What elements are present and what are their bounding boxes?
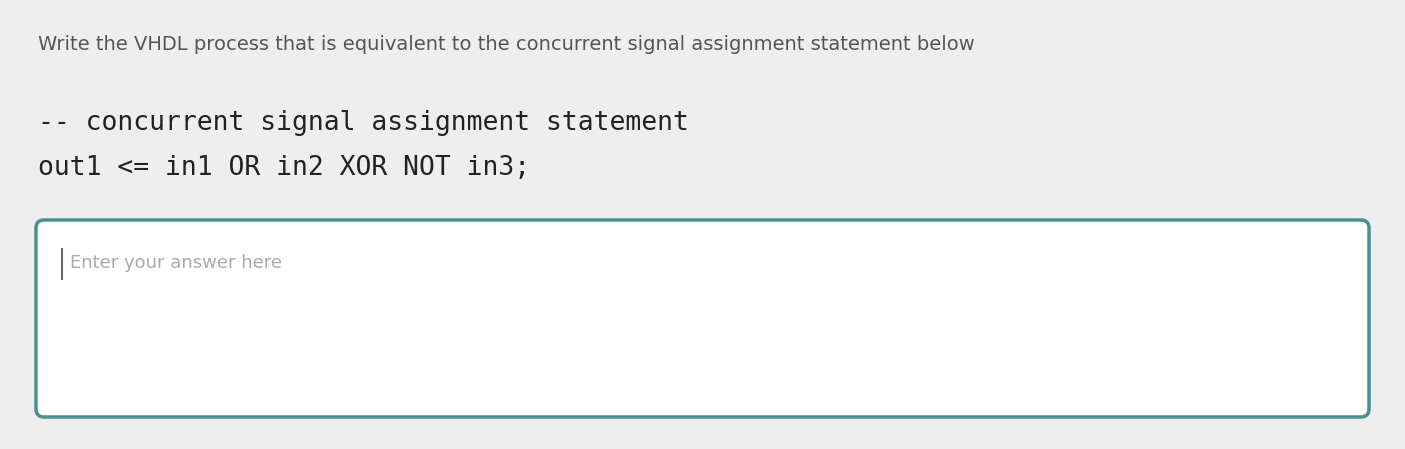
Text: out1 <= in1 OR in2 XOR NOT in3;: out1 <= in1 OR in2 XOR NOT in3; — [38, 155, 530, 181]
Text: Write the VHDL process that is equivalent to the concurrent signal assignment st: Write the VHDL process that is equivalen… — [38, 35, 975, 54]
Text: Enter your answer here: Enter your answer here — [70, 254, 282, 272]
FancyBboxPatch shape — [37, 220, 1368, 417]
Text: -- concurrent signal assignment statement: -- concurrent signal assignment statemen… — [38, 110, 688, 136]
